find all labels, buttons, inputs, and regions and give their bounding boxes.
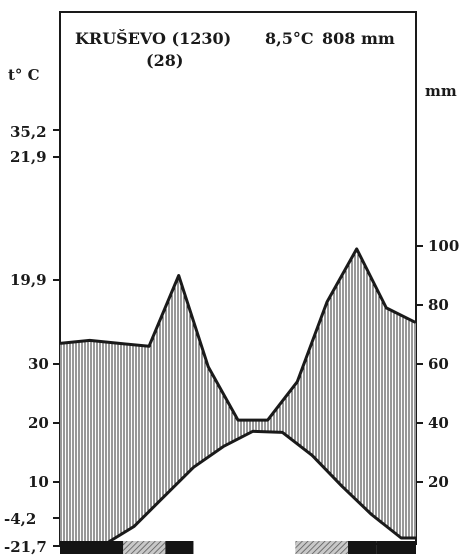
- precipitation-tick-label: 20: [428, 473, 449, 491]
- frost-bar: [60, 541, 416, 554]
- temperature-tick-label: 30: [28, 355, 49, 373]
- abs-min-temp: -21,7: [4, 538, 47, 556]
- station-title: KRUŠEVO (1230): [75, 28, 231, 48]
- frost-bar-segment: [165, 541, 194, 554]
- temperature-axis-label: t° C: [8, 66, 40, 84]
- precipitation-line: [59, 247, 417, 422]
- precipitation-axis-label: mm: [425, 82, 457, 100]
- abs-max-temp: 35,2: [10, 123, 47, 141]
- annual-precipitation: 808 mm: [322, 29, 395, 48]
- mean-min-coldest: -4,2: [4, 510, 36, 528]
- precipitation-tick-label: 100: [428, 237, 459, 255]
- frost-bar-segment: [348, 541, 377, 554]
- mean-temperature: 8,5°C: [265, 29, 314, 48]
- precipitation-tick-label: 40: [428, 414, 449, 432]
- frost-bar-segment: [123, 541, 166, 554]
- temperature-axis-ticks: 10 20 30: [28, 129, 60, 547]
- precipitation-tick-label: 60: [428, 355, 449, 373]
- observation-years: (28): [146, 51, 183, 70]
- precipitation-axis-ticks: 20 40 60 80 100: [416, 237, 459, 491]
- temperature-tick-label: 20: [28, 414, 49, 432]
- frost-bar-segment: [193, 541, 296, 554]
- humid-period-area: [60, 248, 416, 551]
- frost-bar-segment: [60, 541, 124, 554]
- frost-bar-segment: [295, 541, 349, 554]
- daily-range: 19,9: [10, 271, 47, 289]
- mean-max-warmest: 21,9: [10, 148, 47, 166]
- frost-bar-segment: [376, 541, 416, 554]
- precipitation-tick-label: 80: [428, 296, 449, 314]
- temperature-tick-label: 10: [28, 473, 49, 491]
